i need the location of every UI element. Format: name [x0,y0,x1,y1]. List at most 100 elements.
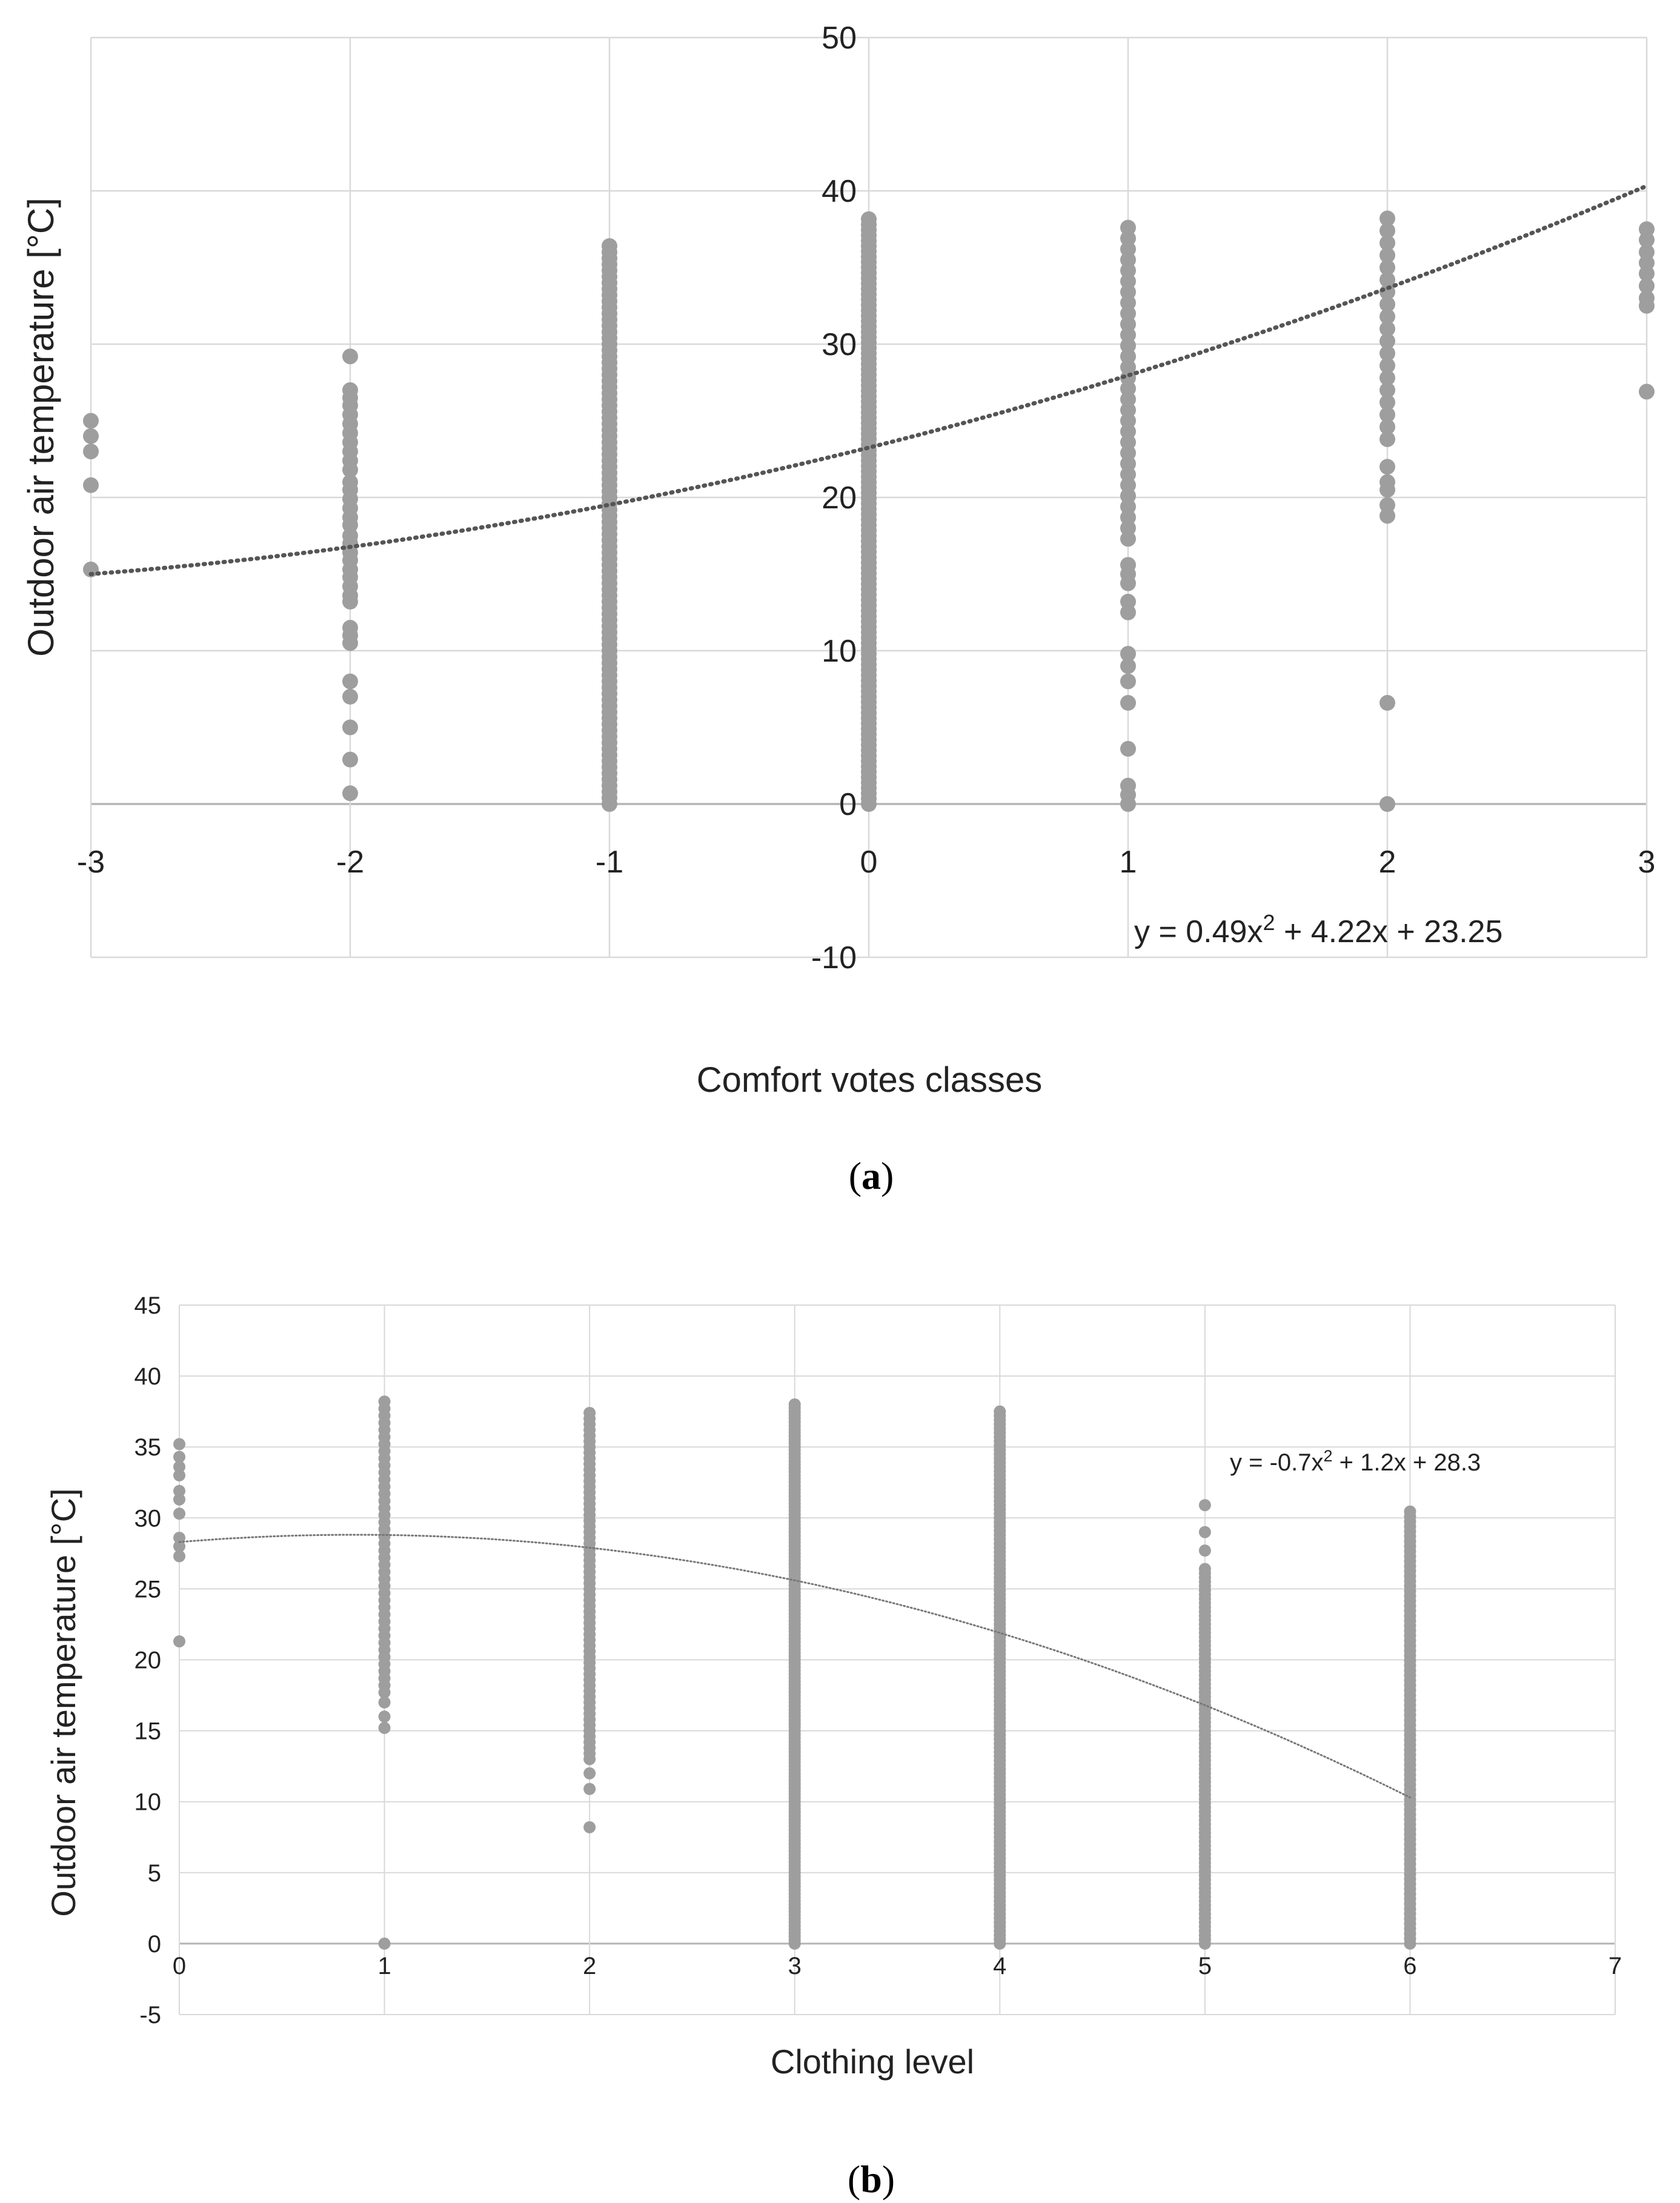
y-tick-label: 40 [822,174,857,209]
data-point [173,1507,185,1520]
data-point [173,1493,185,1506]
x-tick-label: 1 [1120,845,1137,880]
chart-a-panel-label: (a) [849,1154,894,1197]
data-point [1198,1499,1211,1512]
data-point [173,1540,185,1553]
chart-b-grid [179,1304,1616,2015]
data-point [378,1721,391,1734]
x-tick-label: -1 [596,845,623,880]
chart-b-trendline [178,1533,1411,1799]
chart-a-points [83,210,1655,812]
chart-b-y-axis-title: Outdoor air temperature [°C] [44,1488,82,1916]
data-point [173,1469,185,1482]
data-point [1380,482,1395,498]
data-point [1380,345,1395,362]
data-point [342,673,358,689]
y-tick-label: 0 [839,787,857,822]
data-point [1639,231,1655,248]
data-point [378,1686,391,1699]
data-point [583,1783,596,1795]
y-tick-label: -10 [811,940,857,975]
data-point [994,1405,1006,1418]
y-tick-label: 10 [134,1789,162,1816]
x-tick-label: -3 [77,845,105,880]
y-tick-label: 45 [134,1292,162,1319]
data-point [342,462,358,478]
data-point [1198,1526,1211,1538]
data-point [1120,796,1136,812]
chart-b-x-ticks: 0 1 2 3 4 5 6 7 [173,1953,1622,1979]
data-point [1639,384,1655,400]
data-point [342,719,358,736]
x-tick-label: 7 [1609,1953,1622,1979]
data-point [1120,695,1136,711]
data-point [1404,1505,1416,1518]
y-tick-label: 25 [134,1576,162,1603]
data-point [1380,247,1395,264]
data-point [342,751,358,768]
data-point [1380,308,1395,325]
data-point [378,1710,391,1723]
data-point [173,1484,185,1497]
chart-a-x-ticks: -3 -2 -1 0 1 2 3 [77,845,1656,880]
y-tick-label: 0 [148,1931,161,1958]
y-tick-label: 30 [822,327,857,362]
data-point [173,1438,185,1450]
data-point [1380,796,1395,812]
data-point [378,1696,391,1709]
x-tick-label: 3 [788,1953,802,1979]
data-point [1380,394,1395,411]
y-tick-label: 30 [134,1505,162,1532]
chart-a-x-axis-title: Comfort votes classes [697,1060,1043,1100]
data-point [602,238,617,254]
data-point [83,561,99,577]
x-tick-label: 0 [860,845,878,880]
data-point [83,444,99,460]
data-point [1380,459,1395,475]
data-point [1198,1544,1211,1557]
data-point [1639,277,1655,294]
chart-b-equation: y = -0.7x2 + 1.2x + 28.3 [1230,1447,1481,1476]
data-point [583,1821,596,1833]
data-point [173,1532,185,1544]
data-point [1380,431,1395,447]
data-point [83,477,99,493]
data-point [1120,673,1136,689]
data-point [788,1398,801,1411]
y-tick-label: 20 [822,480,857,516]
chart-b-points [173,1395,1416,1950]
y-tick-label: 5 [148,1860,161,1887]
y-tick-label: -5 [139,2002,161,2029]
data-point [1380,210,1395,227]
data-point [1380,508,1395,524]
data-point [1120,604,1136,620]
data-point [1380,296,1395,313]
x-tick-label: 3 [1638,845,1656,880]
chart-b-panel-label: (b) [848,2158,895,2201]
data-point [378,1937,391,1950]
x-tick-label: 5 [1198,1953,1212,1979]
chart-a-trendline [88,184,1649,576]
chart-b-x-axis-title: Clothing level [771,2042,974,2081]
data-point [1380,321,1395,337]
x-tick-label: 2 [1379,845,1396,880]
x-tick-label: -2 [336,845,364,880]
data-point [1639,265,1655,282]
x-tick-label: 4 [993,1953,1006,1979]
x-tick-label: 0 [173,1953,186,1979]
chart-a-y-axis-title: Outdoor air temperature [°C] [21,198,61,657]
data-point [83,413,99,429]
data-point [83,428,99,444]
y-tick-label: 15 [134,1718,162,1745]
data-point [342,688,358,705]
data-point [342,594,358,610]
data-point [342,635,358,651]
y-tick-label: 20 [134,1647,162,1674]
y-tick-label: 35 [134,1434,162,1461]
x-tick-label: 6 [1403,1953,1416,1979]
data-point [1380,370,1395,386]
data-point [1120,658,1136,674]
